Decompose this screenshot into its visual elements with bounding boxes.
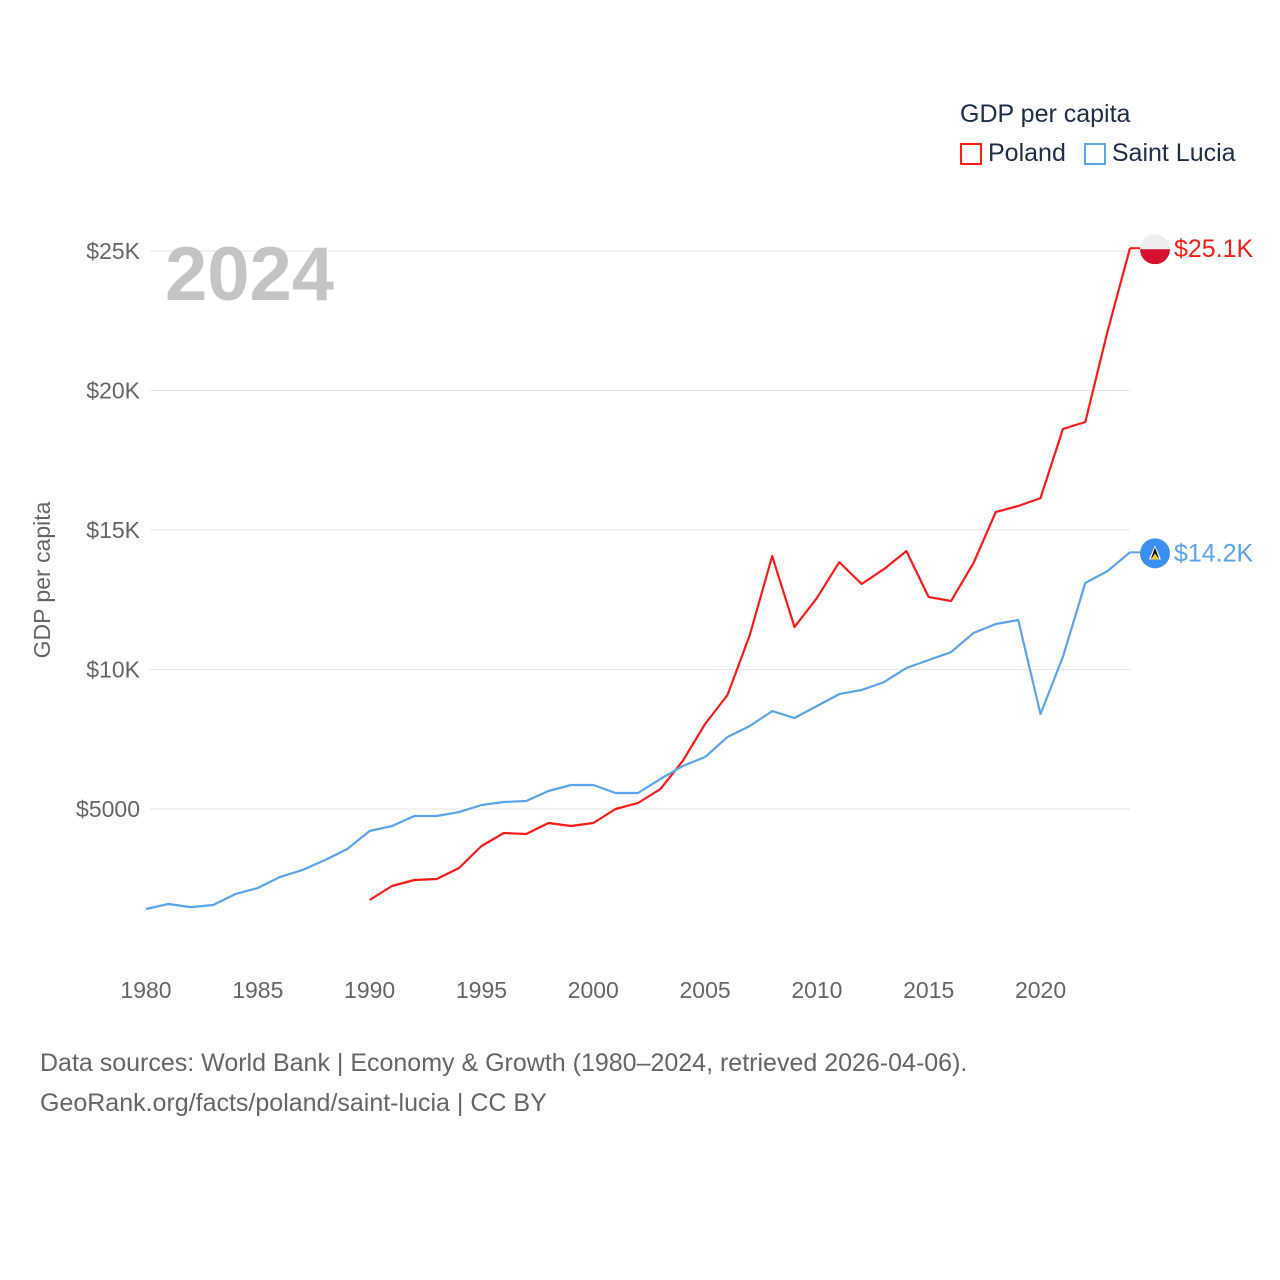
data-sources: Data sources: World Bank | Economy & Gro… (40, 1049, 968, 1077)
legend-swatch-poland (960, 142, 982, 165)
y-tick-label: $25K (86, 238, 140, 264)
y-tick-label: $5000 (76, 796, 140, 822)
x-tick-label: 1995 (456, 977, 507, 1003)
poland-flag-icon (1140, 234, 1170, 265)
saint-lucia-flag-icon (1140, 538, 1170, 569)
footer: Data sources: World Bank | Economy & Gro… (40, 1043, 967, 1123)
end-label-poland: $25.1K (1174, 235, 1254, 263)
legend-item-saint-lucia[interactable]: Saint Lucia (1083, 139, 1236, 168)
attribution-link[interactable]: GeoRank.org/facts/poland/saint-lucia | C… (40, 1089, 547, 1117)
x-tick-label: 2020 (1015, 977, 1066, 1003)
legend-swatch-saint-lucia (1083, 142, 1106, 165)
series-line-poland (369, 247, 1132, 901)
y-tick-label: $20K (86, 378, 140, 404)
y-axis-label: GDP per capita (29, 501, 55, 658)
flag-black-triangle (1151, 547, 1159, 559)
x-tick-label: 2000 (568, 977, 619, 1003)
legend-title: GDP per capita (960, 100, 1131, 128)
x-tick-label: 2010 (791, 977, 842, 1003)
x-tick-label: 1980 (120, 977, 171, 1003)
x-tick-label: 1990 (344, 977, 395, 1003)
y-tick-label: $10K (86, 657, 140, 683)
x-tick-label: 2015 (903, 977, 954, 1003)
x-tick-label: 1985 (232, 977, 283, 1003)
flag-red (1140, 249, 1170, 265)
y-tick-label: $15K (86, 517, 140, 543)
flag-white (1140, 234, 1170, 250)
legend-label-saint-lucia: Saint Lucia (1111, 139, 1236, 167)
x-tick-label: 2005 (680, 977, 731, 1003)
end-label-saint-lucia: $14.2K (1174, 539, 1254, 567)
legend: GDP per capita Poland Saint Lucia (960, 100, 1236, 168)
legend-item-poland[interactable]: Poland (960, 139, 1066, 168)
flag-gold-triangle (1151, 553, 1159, 560)
legend-label-poland: Poland (988, 139, 1066, 167)
year-label: 2024 (165, 232, 334, 317)
series-line-saint-lucia (145, 551, 1131, 911)
